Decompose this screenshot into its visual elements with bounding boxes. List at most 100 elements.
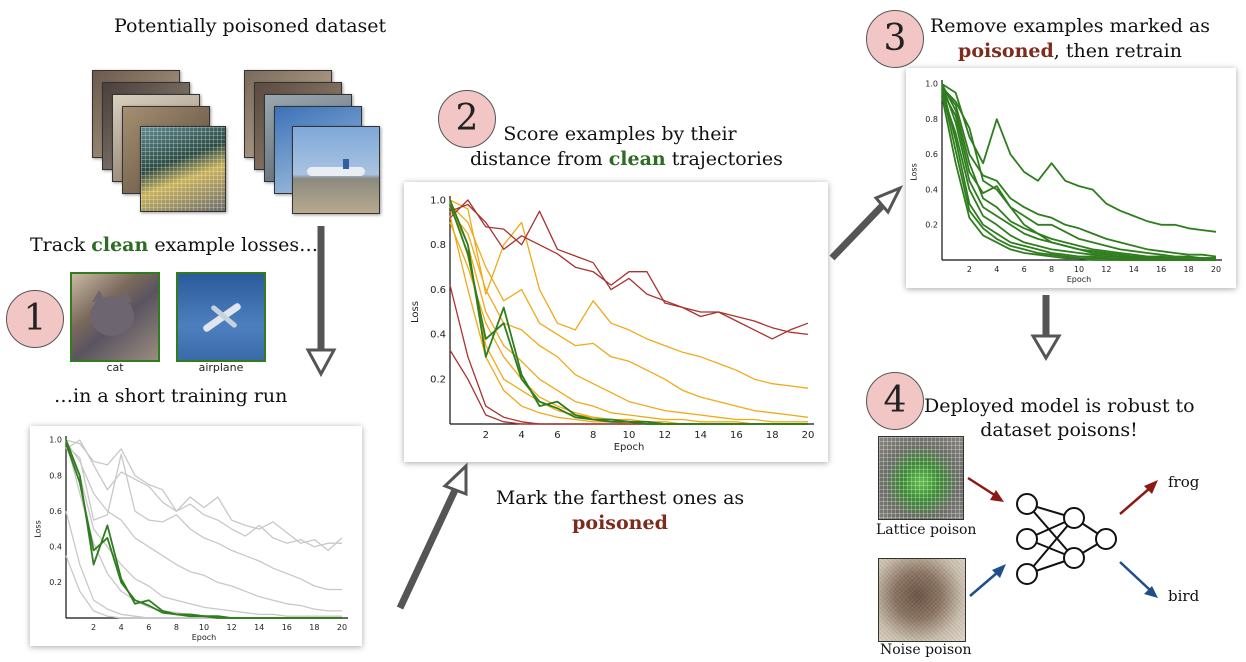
arrow-lattice-input — [967, 476, 1004, 502]
step2-line1: Score examples by their — [503, 123, 737, 145]
plot2-card: 2 4 6 8 10 12 14 16 18 20 0.2 0.4 0.6 0.8 1.0 Epoch Loss — [404, 182, 828, 462]
x-axis-label: Epoch — [1067, 275, 1092, 284]
lattice-poison-label: Lattice poison — [876, 522, 977, 538]
step3-line2: poisoned, then retrain — [958, 40, 1182, 62]
x-tick-label: 10 — [199, 623, 209, 632]
y-tick-label: 0.8 — [925, 115, 938, 124]
series-line-background — [65, 441, 342, 612]
x-axis-label: Epoch — [192, 633, 217, 642]
y-tick-label: 0.8 — [430, 240, 446, 251]
example-cat — [70, 272, 160, 362]
step1-badge: 1 — [6, 290, 64, 348]
series-line-clean — [941, 83, 1216, 260]
x-tick-label: 18 — [309, 623, 319, 632]
y-axis-label: Loss — [410, 301, 421, 323]
x-tick-label: 2 — [91, 623, 96, 632]
y-tick-label: 0.6 — [925, 150, 938, 159]
y-tick-label: 0.2 — [925, 220, 938, 229]
output-frog-label: frog — [1168, 473, 1200, 491]
x-tick-label: 4 — [518, 430, 524, 441]
step2-line2: distance from clean trajectories — [470, 148, 783, 170]
x-tick-label: 4 — [119, 623, 124, 632]
x-tick-label: 2 — [483, 430, 489, 441]
x-tick-label: 16 — [730, 430, 743, 441]
x-tick-label: 12 — [227, 623, 237, 632]
x-tick-label: 10 — [623, 430, 636, 441]
step4-line1: Deployed model is robust to — [924, 395, 1195, 417]
x-axis-label: Epoch — [614, 442, 645, 453]
x-tick-label: 14 — [254, 623, 264, 632]
arrow-plot3-to-step4 — [1030, 295, 1062, 361]
x-tick-label: 18 — [766, 430, 779, 441]
x-tick-label: 10 — [1074, 265, 1084, 274]
series-line-clean — [941, 83, 1216, 260]
step4-badge: 4 — [866, 372, 924, 430]
x-tick-label: 6 — [1022, 265, 1027, 274]
plot3-card: 2 4 6 8 10 12 14 16 18 20 0.2 0.4 0.6 0.8 1.0 Epoch Loss — [906, 68, 1236, 288]
series-line-clean — [449, 204, 808, 425]
example-cat-label: cat — [106, 361, 124, 374]
step2-mark-line1: Mark the farthest ones as — [495, 487, 745, 509]
arrow-plot2-to-plot3 — [829, 185, 904, 261]
x-tick-label: 20 — [337, 623, 347, 632]
series-line-clean — [65, 439, 342, 619]
plot3-svg: 2 4 6 8 10 12 14 16 18 20 0.2 0.4 0.6 0.8 1.0 Epoch Loss — [909, 80, 1222, 284]
series-line-background — [65, 439, 342, 619]
y-tick-label: 0.6 — [49, 507, 62, 516]
plot1-svg: 2 4 6 8 10 12 14 16 18 20 0.2 0.4 0.6 0.8 1.0 Epoch Loss — [33, 436, 348, 642]
x-tick-label: 12 — [658, 430, 671, 441]
step2-mark-poisoned: poisoned — [572, 512, 668, 534]
arrow-noise-input — [969, 564, 1006, 597]
x-tick-label: 20 — [802, 430, 815, 441]
example-airplane — [176, 272, 266, 362]
y-axis-label: Loss — [909, 163, 918, 181]
x-tick-label: 2 — [967, 265, 972, 274]
series-line-clean — [941, 85, 1216, 261]
series-line-mid — [449, 215, 808, 425]
series-line-background — [65, 444, 342, 591]
y-tick-label: 0.4 — [925, 185, 938, 194]
x-tick-label: 16 — [1156, 265, 1166, 274]
x-tick-label: 8 — [1049, 265, 1054, 274]
series-line-clean — [941, 86, 1217, 258]
dataset-title: Potentially poisoned dataset — [114, 15, 387, 37]
arrow-bird-output — [1119, 561, 1158, 598]
series-line-clean — [941, 90, 1216, 260]
series-line-background — [65, 439, 342, 548]
y-tick-label: 0.6 — [430, 285, 446, 296]
example-airplane-label: airplane — [198, 361, 244, 374]
series-line-poison — [449, 284, 808, 425]
series-line-poison — [449, 203, 809, 336]
noise-poison-image — [878, 558, 966, 642]
series-line-background — [65, 439, 343, 552]
dataset-image-stack-left — [92, 70, 232, 220]
output-bird-label: bird — [1168, 587, 1200, 605]
x-tick-label: 6 — [554, 430, 560, 441]
series-line-background — [65, 446, 342, 617]
arrow-plot1-to-plot2 — [396, 462, 468, 610]
x-tick-label: 6 — [146, 623, 151, 632]
step4-line2: dataset poisons! — [980, 419, 1138, 441]
x-tick-label: 20 — [1211, 265, 1221, 274]
x-tick-label: 12 — [1101, 265, 1111, 274]
x-tick-label: 8 — [174, 623, 179, 632]
dataset-thumb-airplane — [292, 126, 380, 214]
y-tick-label: 1.0 — [49, 436, 62, 445]
series-line-clean — [65, 443, 342, 619]
x-tick-label: 14 — [1129, 265, 1139, 274]
step2-badge: 2 — [438, 90, 496, 148]
step1-run-text: …in a short training run — [54, 385, 288, 407]
x-tick-label: 18 — [1184, 265, 1194, 274]
y-tick-label: 0.4 — [49, 542, 62, 551]
y-tick-label: 0.8 — [49, 471, 62, 480]
lattice-poison-image — [878, 436, 964, 520]
series-line-mid — [449, 204, 809, 418]
step3-badge: 3 — [866, 10, 924, 68]
series-line-clean — [941, 96, 1216, 261]
y-tick-label: 1.0 — [430, 195, 446, 206]
x-tick-label: 16 — [282, 623, 292, 632]
x-tick-label: 14 — [694, 430, 707, 441]
x-tick-label: 8 — [590, 430, 596, 441]
step1-track-text: Track clean example losses… — [30, 234, 319, 256]
x-tick-label: 4 — [994, 265, 999, 274]
